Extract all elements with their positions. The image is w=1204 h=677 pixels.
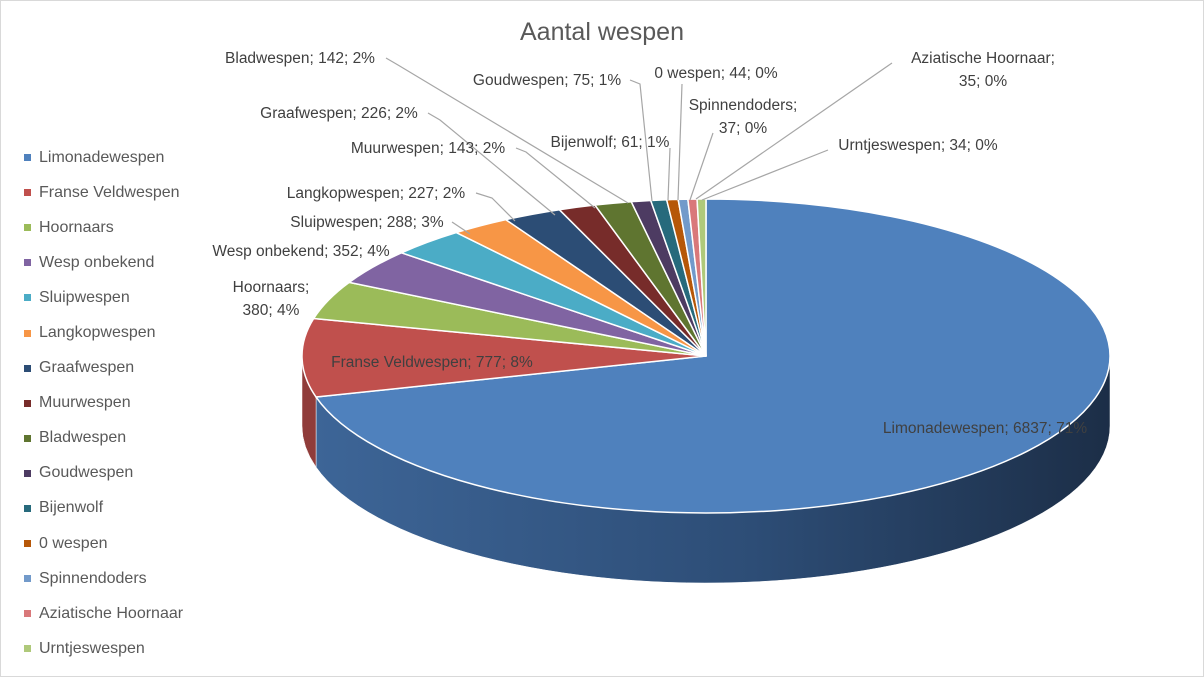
data-label-spinnendoders: Spinnendoders; (689, 97, 798, 114)
data-label-sluipwespen: Sluipwespen; 288; 3% (290, 214, 444, 231)
legend-swatch (24, 645, 31, 653)
legend-item-goudwespen: Goudwespen (24, 456, 183, 491)
legend-swatch (24, 189, 31, 197)
legend-swatch (24, 259, 31, 267)
legend-swatch (24, 434, 31, 442)
legend-label: Urntjeswespen (39, 639, 145, 657)
data-label-aziatische-hoornaar-line2: 35; 0% (959, 73, 1007, 90)
leader-line-spinnendoders (689, 132, 714, 201)
legend-label: 0 wespen (39, 534, 108, 552)
legend-label: Bladwespen (39, 429, 127, 447)
legend-swatch (24, 575, 31, 583)
leader-line-bladwespen (385, 57, 629, 204)
legend-swatch (24, 504, 31, 512)
leader-line-bijenwolf (667, 147, 671, 201)
legend-item-limonadewespen: Limonadewespen (24, 140, 183, 175)
legend-item-sluipwespen: Sluipwespen (24, 280, 183, 315)
pie-slice-franse-veldwespen (301, 317, 707, 398)
data-label-graafwespen: Graafwespen; 226; 2% (260, 105, 418, 122)
legend: Limonadewespen Franse Veldwespen Hoornaars… (24, 140, 183, 666)
legend-label: Spinnendoders (39, 569, 147, 587)
legend-label: Wesp onbekend (39, 253, 155, 271)
legend-swatch (24, 399, 31, 407)
legend-label: Franse Veldwespen (39, 183, 180, 201)
legend-label: Muurwespen (39, 394, 131, 412)
legend-label: Bijenwolf (39, 499, 104, 517)
legend-swatch (24, 224, 31, 232)
data-label-aziatische-hoornaar: Aziatische Hoornaar; (911, 50, 1055, 67)
legend-swatch (24, 329, 31, 337)
legend-label: Hoornaars (39, 218, 114, 236)
legend-swatch (24, 294, 31, 302)
data-label-muurwespen: Muurwespen; 143; 2% (351, 140, 505, 157)
legend-item-muurwespen: Muurwespen (24, 386, 183, 421)
legend-item-0-wespen: 0 wespen (24, 526, 183, 561)
legend-swatch (24, 364, 31, 372)
data-label-hoornaars: Hoornaars; (233, 279, 310, 296)
data-label-urntjeswespen: Urntjeswespen; 34; 0% (838, 137, 998, 154)
data-label-bladwespen: Bladwespen; 142; 2% (225, 50, 375, 67)
legend-label: Limonadewespen (39, 148, 165, 166)
legend-swatch (24, 610, 31, 618)
legend-swatch (24, 154, 31, 162)
data-label-spinnendoders-line2: 37; 0% (719, 120, 767, 137)
data-label-hoornaars-line2: 380; 4% (243, 302, 300, 319)
leader-line-aziatische-hoornaar (695, 62, 893, 200)
leader-line-sluipwespen (451, 221, 471, 235)
legend-item-spinnendoders: Spinnendoders (24, 561, 183, 596)
data-label-goudwespen: Goudwespen; 75; 1% (473, 72, 621, 89)
legend-item-wesp-onbekend: Wesp onbekend (24, 245, 183, 280)
leader-line-muurwespen (515, 147, 596, 209)
legend-item-hoornaars: Hoornaars (24, 210, 183, 245)
legend-item-graafwespen: Graafwespen (24, 351, 183, 386)
legend-item-bladwespen: Bladwespen (24, 421, 183, 456)
data-label-langkopwespen: Langkopwespen; 227; 2% (287, 185, 466, 202)
data-label-wesp-onbekend: Wesp onbekend; 352; 4% (212, 243, 389, 260)
legend-label: Langkopwespen (39, 324, 156, 342)
data-label-franse-veldwespen: Franse Veldwespen; 777; 8% (331, 354, 533, 371)
leader-line-goudwespen (629, 79, 653, 202)
legend-item-langkopwespen: Langkopwespen (24, 315, 183, 350)
legend-label: Sluipwespen (39, 288, 130, 306)
legend-item-urntjeswespen: Urntjeswespen (24, 631, 183, 666)
data-label-0-wespen: 0 wespen; 44; 0% (654, 65, 777, 82)
chart-title: Aantal wespen (519, 18, 684, 46)
pie-slice-limonadewespen (315, 198, 1111, 514)
data-label-bijenwolf: Bijenwolf; 61; 1% (551, 134, 670, 151)
legend-item-aziatische-hoornaar: Aziatische Hoornaar (24, 596, 183, 631)
legend-label: Graafwespen (39, 359, 135, 377)
legend-item-bijenwolf: Bijenwolf (24, 491, 183, 526)
legend-item-franse-veldwespen: Franse Veldwespen (24, 175, 183, 210)
leader-line-0-wespen (677, 83, 683, 201)
legend-label: Aziatische Hoornaar (39, 604, 184, 622)
leader-line-graafwespen (427, 112, 556, 216)
leader-line-langkopwespen (475, 192, 516, 222)
data-label-limonadewespen: Limonadewespen; 6837; 71% (883, 420, 1087, 437)
legend-swatch (24, 469, 31, 477)
legend-label: Goudwespen (39, 464, 134, 482)
legend-swatch (24, 540, 31, 548)
leader-line-urntjeswespen (701, 149, 829, 201)
